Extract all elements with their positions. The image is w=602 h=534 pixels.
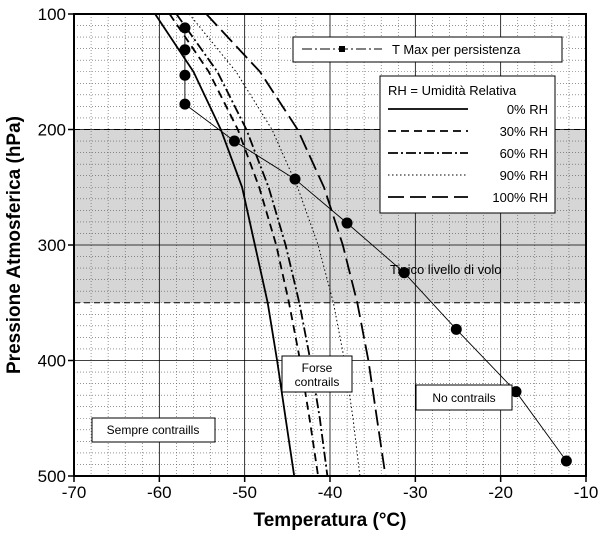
x-tick-label-5: -20 <box>488 483 513 502</box>
y-axis-title: Pressione Atmosferica (hPa) <box>4 116 25 374</box>
tmax-legend-marker <box>339 46 345 52</box>
tmax-point-4 <box>228 135 240 147</box>
tmax-point-1 <box>179 44 191 56</box>
tmax-point-0 <box>179 22 191 34</box>
tmax-series <box>179 22 572 467</box>
series-line-2 <box>175 14 329 476</box>
legend-label-3: 90% RH <box>500 168 548 183</box>
tmax-point-2 <box>179 69 191 81</box>
forse-contrails-line2: contrails <box>295 375 340 389</box>
sempre-contrails-label: Sempre contraills <box>107 423 200 437</box>
x-axis-ticks: -70 -60 -50 -40 -30 -20 -10 <box>62 476 599 502</box>
forse-contrails-line1: Forse <box>302 361 333 375</box>
tmax-point-7 <box>398 267 410 279</box>
y-tick-label-1: 200 <box>38 121 66 140</box>
tmax-point-5 <box>289 173 301 185</box>
tmax-point-3 <box>179 98 191 110</box>
x-tick-label-6: -10 <box>574 483 599 502</box>
y-tick-label-3: 400 <box>38 352 66 371</box>
legend-label-4: 100% RH <box>492 190 548 205</box>
tmax-legend-box <box>292 36 563 63</box>
series-line-3 <box>188 14 361 476</box>
x-tick-label-2: -50 <box>232 483 257 502</box>
rh-legend-title: RH = Umidità Relativa <box>388 83 517 98</box>
x-tick-label-4: -30 <box>403 483 428 502</box>
y-tick-label-2: 300 <box>38 236 66 255</box>
tmax-point-8 <box>450 323 462 335</box>
rh-legend-entries: 0% RH 30% RH 60% RH 90% RH 100% RH <box>388 102 548 205</box>
legend-label-0: 0% RH <box>507 102 548 117</box>
sempre-contrails-box <box>91 417 216 443</box>
tmax-point-9 <box>510 386 522 398</box>
tmax-legend-label: T Max per persistenza <box>392 42 521 57</box>
no-contrails-label: No contrails <box>432 391 495 405</box>
x-tick-label-3: -40 <box>318 483 343 502</box>
legend-label-2: 60% RH <box>500 146 548 161</box>
series-line-4 <box>205 14 387 476</box>
x-tick-label-0: -70 <box>62 483 87 502</box>
legend-label-1: 30% RH <box>500 124 548 139</box>
series-line-0 <box>154 14 296 476</box>
rh-series <box>154 14 387 476</box>
tmax-point-6 <box>341 217 353 229</box>
forse-contrails-box <box>281 355 353 393</box>
rh-legend-box <box>379 75 556 214</box>
band-label: Tipico livello di volo <box>390 262 502 277</box>
x-axis-title: Temperatura (°C) <box>254 510 407 531</box>
tmax-point-10 <box>560 455 572 467</box>
y-tick-label-0: 100 <box>38 5 66 24</box>
y-tick-label-4: 500 <box>38 467 66 486</box>
y-axis-ticks: 100 200 300 400 500 <box>38 5 74 486</box>
no-contrails-box <box>415 384 513 411</box>
x-tick-label-1: -60 <box>147 483 172 502</box>
series-line-1 <box>168 14 319 476</box>
